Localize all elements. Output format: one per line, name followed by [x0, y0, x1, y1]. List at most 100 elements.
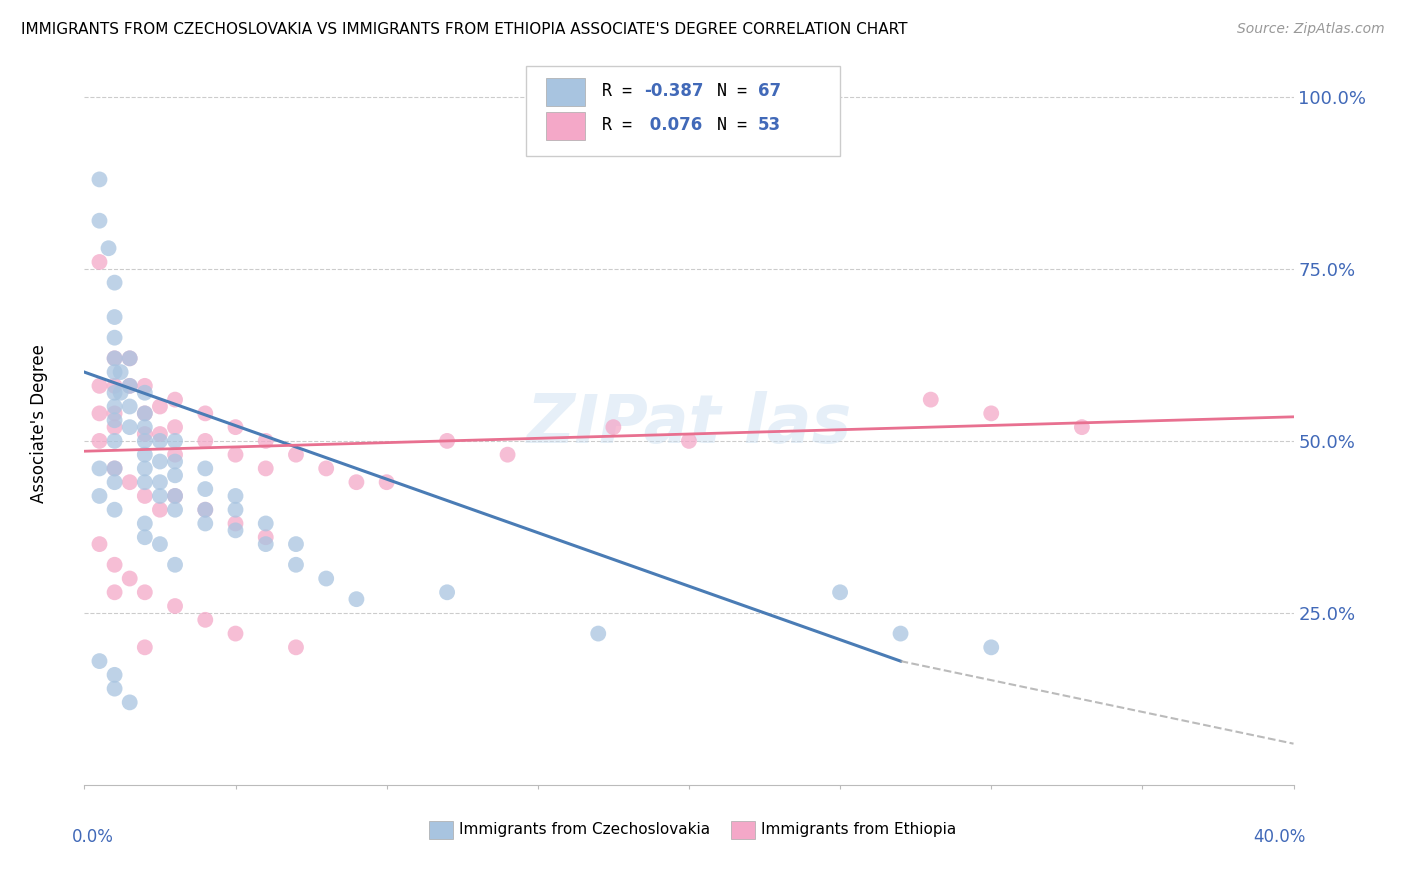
Point — [118, 695, 141, 709]
Point — [134, 516, 156, 531]
Bar — [547, 78, 585, 106]
Point — [225, 489, 247, 503]
Point — [134, 585, 156, 599]
Point — [588, 626, 610, 640]
Point — [149, 489, 172, 503]
Point — [110, 385, 132, 400]
Point — [149, 400, 172, 414]
Point — [104, 585, 127, 599]
Point — [104, 351, 127, 366]
Point — [118, 475, 141, 490]
Point — [149, 454, 172, 468]
Point — [104, 365, 127, 379]
Point — [285, 640, 308, 655]
Point — [194, 461, 217, 475]
Text: Immigrants from Ethiopia: Immigrants from Ethiopia — [762, 822, 956, 838]
Point — [980, 640, 1002, 655]
Point — [225, 626, 247, 640]
Text: 40.0%: 40.0% — [1253, 829, 1306, 847]
Point — [110, 365, 132, 379]
Point — [97, 241, 120, 255]
Point — [165, 502, 187, 516]
Point — [134, 489, 156, 503]
Point — [165, 454, 187, 468]
Point — [315, 572, 337, 586]
Point — [346, 475, 368, 490]
Text: R =: R = — [602, 116, 643, 135]
Text: Associate's Degree: Associate's Degree — [30, 344, 48, 503]
Point — [165, 392, 187, 407]
Point — [118, 351, 141, 366]
Point — [194, 482, 217, 496]
Point — [89, 255, 111, 269]
Point — [134, 379, 156, 393]
Point — [149, 537, 172, 551]
Point — [104, 400, 127, 414]
Point — [134, 427, 156, 442]
Text: ZIPat las: ZIPat las — [526, 391, 852, 457]
Point — [254, 461, 277, 475]
Point — [194, 613, 217, 627]
Point — [134, 406, 156, 420]
Point — [346, 592, 368, 607]
Text: 0.076: 0.076 — [644, 116, 703, 135]
Point — [104, 420, 127, 434]
Point — [436, 585, 458, 599]
Text: IMMIGRANTS FROM CZECHOSLOVAKIA VS IMMIGRANTS FROM ETHIOPIA ASSOCIATE'S DEGREE CO: IMMIGRANTS FROM CZECHOSLOVAKIA VS IMMIGR… — [21, 22, 908, 37]
Point — [165, 420, 187, 434]
Point — [118, 379, 141, 393]
Point — [104, 385, 127, 400]
Point — [118, 420, 141, 434]
Point — [149, 475, 172, 490]
Point — [254, 516, 277, 531]
Point — [89, 434, 111, 448]
Point — [104, 413, 127, 427]
Point — [104, 558, 127, 572]
Point — [1071, 420, 1094, 434]
Point — [89, 654, 111, 668]
Text: 53: 53 — [758, 116, 780, 135]
Point — [89, 213, 111, 227]
Point — [104, 331, 127, 345]
Point — [194, 406, 217, 420]
Point — [980, 406, 1002, 420]
Text: N =: N = — [717, 116, 756, 135]
Point — [134, 640, 156, 655]
Point — [134, 434, 156, 448]
Point — [165, 448, 187, 462]
Point — [104, 351, 127, 366]
Point — [134, 448, 156, 462]
Point — [118, 400, 141, 414]
Point — [254, 434, 277, 448]
Point — [149, 434, 172, 448]
Point — [254, 537, 277, 551]
Point — [375, 475, 398, 490]
Point — [165, 558, 187, 572]
Point — [678, 434, 700, 448]
Point — [285, 448, 308, 462]
Point — [104, 502, 127, 516]
Point — [134, 385, 156, 400]
Point — [134, 420, 156, 434]
FancyBboxPatch shape — [526, 66, 841, 156]
Point — [225, 420, 247, 434]
Point — [165, 489, 187, 503]
Point — [149, 502, 172, 516]
Bar — [731, 821, 755, 839]
Point — [104, 434, 127, 448]
Text: -0.387: -0.387 — [644, 82, 703, 100]
Point — [104, 461, 127, 475]
Text: 67: 67 — [758, 82, 780, 100]
Text: Source: ZipAtlas.com: Source: ZipAtlas.com — [1237, 22, 1385, 37]
Point — [118, 379, 141, 393]
Point — [165, 599, 187, 613]
Point — [104, 461, 127, 475]
Point — [134, 475, 156, 490]
Point — [104, 379, 127, 393]
Point — [285, 537, 308, 551]
Point — [165, 434, 187, 448]
Point — [89, 489, 111, 503]
Bar — [547, 112, 585, 140]
Point — [830, 585, 852, 599]
Point — [225, 448, 247, 462]
